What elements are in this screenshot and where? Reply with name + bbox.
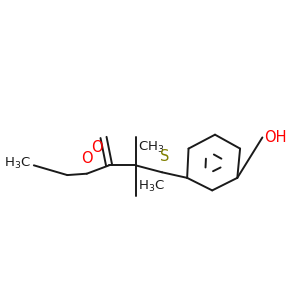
Text: $\mathsf{H_3C}$: $\mathsf{H_3C}$ [138, 179, 165, 194]
Text: OH: OH [265, 130, 287, 145]
Text: O: O [91, 140, 102, 155]
Text: $\mathsf{H_3C}$: $\mathsf{H_3C}$ [4, 155, 31, 171]
Text: S: S [160, 149, 170, 164]
Text: O: O [82, 151, 93, 166]
Text: $\mathsf{CH_3}$: $\mathsf{CH_3}$ [138, 140, 165, 155]
